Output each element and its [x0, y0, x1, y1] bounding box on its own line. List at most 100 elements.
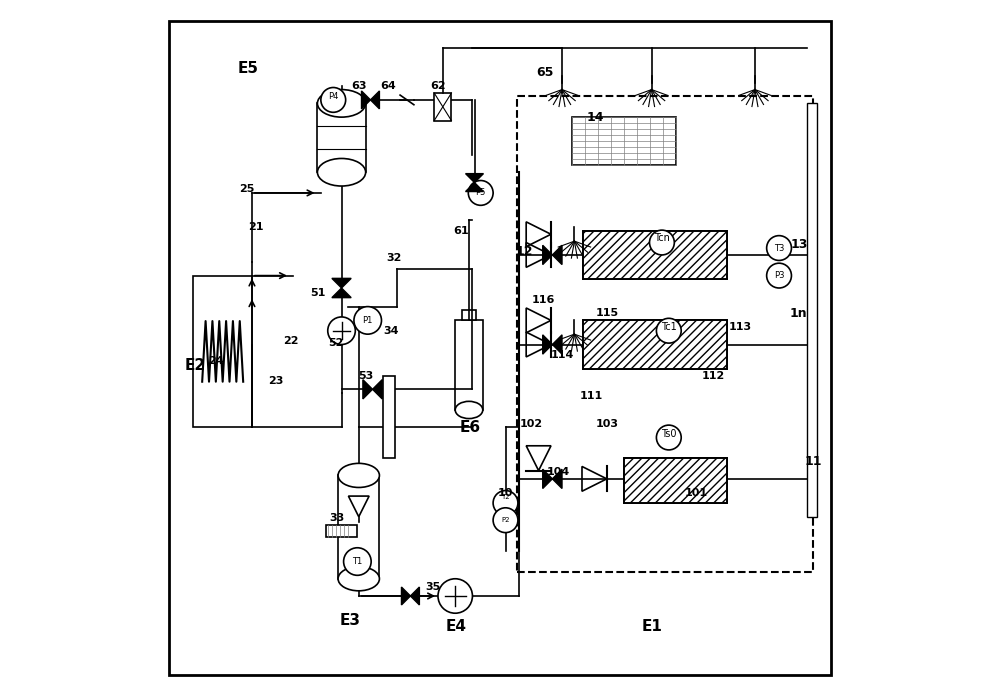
Bar — [572, 117, 676, 165]
Polygon shape — [332, 288, 351, 298]
Circle shape — [767, 263, 791, 288]
Text: 115: 115 — [595, 309, 618, 318]
Bar — [583, 231, 727, 279]
Polygon shape — [373, 380, 382, 399]
Circle shape — [493, 491, 518, 515]
Text: 114: 114 — [550, 350, 574, 360]
Circle shape — [344, 548, 371, 575]
Text: 51: 51 — [310, 288, 326, 298]
Text: 25: 25 — [239, 185, 254, 194]
Text: 23: 23 — [268, 376, 284, 386]
Bar — [583, 231, 727, 279]
Bar — [383, 376, 395, 458]
Circle shape — [438, 579, 472, 613]
Bar — [583, 320, 727, 369]
Text: 14: 14 — [586, 111, 604, 123]
Bar — [434, 93, 451, 121]
Text: 103: 103 — [595, 419, 618, 429]
Polygon shape — [552, 245, 562, 265]
Text: 1n: 1n — [790, 307, 807, 320]
Text: 62: 62 — [430, 81, 446, 91]
Bar — [338, 475, 379, 579]
Ellipse shape — [338, 566, 379, 591]
Bar — [462, 309, 476, 320]
Circle shape — [656, 318, 681, 343]
Ellipse shape — [317, 90, 366, 117]
Text: E6: E6 — [460, 420, 481, 435]
Text: 13: 13 — [791, 238, 808, 251]
Text: T3: T3 — [774, 243, 784, 253]
Text: T2: T2 — [501, 495, 510, 500]
Bar — [583, 231, 727, 279]
Text: 101: 101 — [685, 488, 708, 497]
Text: 52: 52 — [328, 338, 344, 348]
Circle shape — [354, 307, 381, 334]
Text: 22: 22 — [283, 336, 298, 346]
Text: Tc1: Tc1 — [661, 322, 677, 332]
Text: 53: 53 — [358, 371, 373, 380]
Polygon shape — [552, 335, 562, 354]
Text: 24: 24 — [208, 356, 223, 366]
Text: P5: P5 — [476, 188, 486, 198]
Text: 33: 33 — [329, 513, 344, 523]
Ellipse shape — [455, 401, 483, 419]
Circle shape — [321, 88, 346, 112]
Polygon shape — [332, 278, 351, 288]
Bar — [517, 96, 813, 572]
Text: 111: 111 — [579, 391, 603, 401]
Polygon shape — [466, 174, 483, 183]
Text: P4: P4 — [328, 92, 338, 101]
Text: E1: E1 — [641, 619, 662, 635]
Polygon shape — [401, 587, 410, 605]
Circle shape — [650, 230, 674, 255]
Bar — [583, 320, 727, 369]
Text: 65: 65 — [536, 66, 553, 79]
Text: 34: 34 — [383, 326, 399, 336]
Bar — [193, 276, 252, 427]
Polygon shape — [410, 587, 419, 605]
Text: P3: P3 — [774, 271, 784, 280]
Bar — [326, 525, 357, 537]
Text: Tcn: Tcn — [654, 233, 670, 243]
Text: 113: 113 — [728, 322, 751, 332]
Text: P2: P2 — [501, 517, 510, 523]
Circle shape — [767, 236, 791, 260]
Bar — [317, 103, 366, 172]
Text: 64: 64 — [381, 81, 396, 91]
Text: E2: E2 — [184, 358, 205, 373]
Polygon shape — [363, 380, 373, 399]
Text: Ts0: Ts0 — [661, 429, 677, 439]
Polygon shape — [543, 469, 552, 489]
Circle shape — [328, 317, 355, 344]
Text: 63: 63 — [352, 81, 367, 91]
Text: 35: 35 — [426, 582, 441, 592]
Text: 61: 61 — [453, 226, 469, 236]
Text: E4: E4 — [446, 619, 467, 635]
Text: 102: 102 — [519, 419, 543, 429]
Circle shape — [493, 508, 518, 533]
Text: 12: 12 — [515, 245, 533, 258]
Text: 112: 112 — [702, 371, 725, 380]
Polygon shape — [543, 335, 552, 354]
Bar — [583, 320, 727, 369]
Circle shape — [656, 425, 681, 450]
Ellipse shape — [317, 158, 366, 186]
Bar — [624, 458, 727, 503]
Text: 10: 10 — [498, 488, 513, 497]
Polygon shape — [466, 183, 483, 192]
Text: 116: 116 — [532, 295, 555, 305]
Polygon shape — [552, 469, 562, 489]
Text: 21: 21 — [248, 223, 263, 232]
Bar — [455, 320, 483, 410]
Polygon shape — [370, 91, 379, 109]
Text: 104: 104 — [547, 467, 570, 477]
Bar — [807, 103, 817, 517]
Text: E5: E5 — [238, 61, 259, 76]
Text: 32: 32 — [386, 254, 402, 263]
Text: 11: 11 — [805, 455, 822, 468]
Polygon shape — [543, 245, 552, 265]
Circle shape — [468, 181, 493, 205]
Ellipse shape — [338, 463, 379, 488]
Text: E3: E3 — [339, 613, 360, 628]
Text: T1: T1 — [352, 557, 363, 566]
